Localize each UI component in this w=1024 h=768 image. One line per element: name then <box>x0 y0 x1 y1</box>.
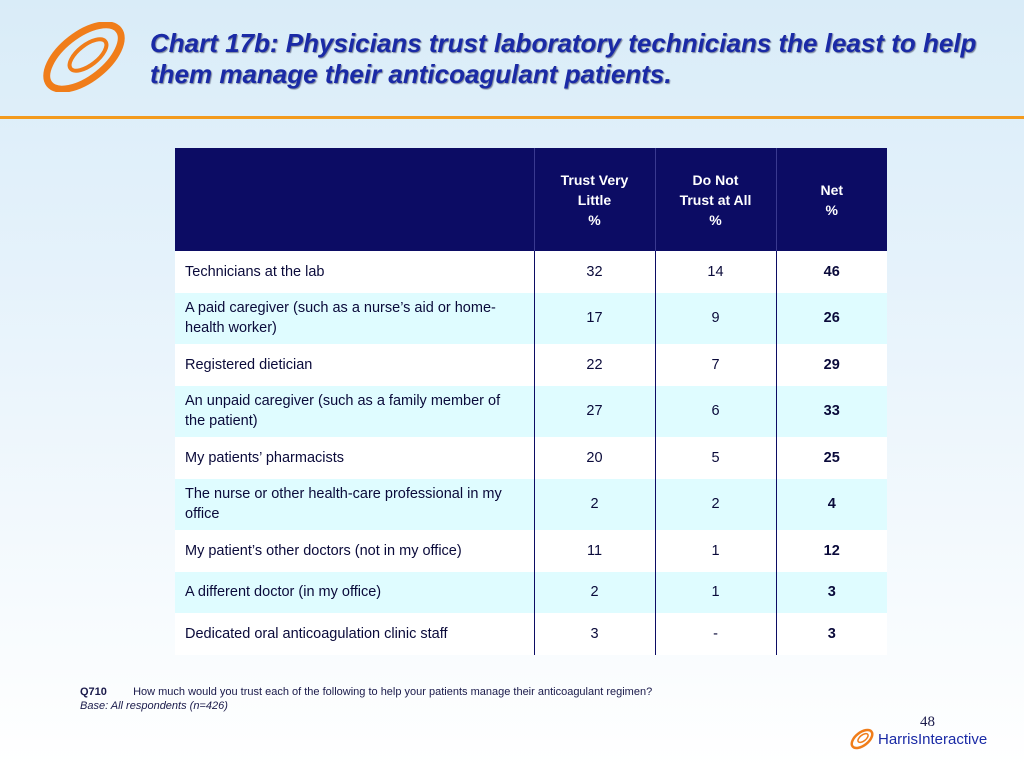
net-cell: 3 <box>775 571 887 613</box>
trust-very-little-cell: 17 <box>533 292 655 344</box>
do-not-trust-cell: - <box>654 613 776 655</box>
net-cell: 26 <box>775 292 887 344</box>
do-not-trust-cell: 1 <box>654 530 776 572</box>
table-row: Registered dietician 22 7 29 <box>175 344 887 386</box>
table-row: A paid caregiver (such as a nurse’s aid … <box>175 292 887 344</box>
table-row: A different doctor (in my office) 2 1 3 <box>175 571 887 613</box>
table-row: My patients’ pharmacists 20 5 25 <box>175 437 887 479</box>
table-row: The nurse or other health-care professio… <box>175 478 887 530</box>
page-title: Chart 17b: Physicians trust laboratory t… <box>150 28 977 89</box>
trust-very-little-cell: 11 <box>533 530 655 572</box>
title-divider <box>0 116 1024 119</box>
row-label: A paid caregiver (such as a nurse’s aid … <box>175 292 534 344</box>
question-id: Q710 <box>80 686 107 698</box>
table-row: My patient’s other doctors (not in my of… <box>175 530 887 572</box>
net-cell: 33 <box>775 385 887 437</box>
table-row: An unpaid caregiver (such as a family me… <box>175 385 887 437</box>
brand-logo: HarrisInteractive <box>848 728 987 750</box>
do-not-trust-cell: 5 <box>654 437 776 479</box>
net-cell: 46 <box>775 251 887 293</box>
do-not-trust-cell: 14 <box>654 251 776 293</box>
trust-table: Trust Very Little % Do Not Trust at All … <box>175 148 887 655</box>
do-not-trust-cell: 9 <box>654 292 776 344</box>
row-label: My patient’s other doctors (not in my of… <box>175 530 534 572</box>
base-note: Base: All respondents (n=426) <box>80 700 228 712</box>
trust-very-little-cell: 32 <box>533 251 655 293</box>
trust-very-little-cell: 2 <box>533 478 655 530</box>
row-label: Registered dietician <box>175 344 534 386</box>
header-blank <box>175 148 534 251</box>
row-label: My patients’ pharmacists <box>175 437 534 479</box>
trust-very-little-cell: 20 <box>533 437 655 479</box>
do-not-trust-cell: 6 <box>654 385 776 437</box>
table-row: Technicians at the lab 32 14 46 <box>175 251 887 293</box>
page-number: 48 <box>920 714 935 730</box>
trust-very-little-cell: 22 <box>533 344 655 386</box>
table-row: Dedicated oral anticoagulation clinic st… <box>175 613 887 655</box>
header-do-not-trust: Do Not Trust at All % <box>654 148 776 251</box>
net-cell: 25 <box>775 437 887 479</box>
brand-name: HarrisInteractive <box>878 730 988 748</box>
header-trust-very-little: Trust Very Little % <box>533 148 655 251</box>
trust-very-little-cell: 27 <box>533 385 655 437</box>
row-label: The nurse or other health-care professio… <box>175 478 534 530</box>
trust-very-little-cell: 2 <box>533 571 655 613</box>
do-not-trust-cell: 1 <box>654 571 776 613</box>
table-header-row: Trust Very Little % Do Not Trust at All … <box>175 148 887 251</box>
net-cell: 29 <box>775 344 887 386</box>
trust-very-little-cell: 3 <box>533 613 655 655</box>
row-label: Technicians at the lab <box>175 251 534 293</box>
do-not-trust-cell: 7 <box>654 344 776 386</box>
row-label: Dedicated oral anticoagulation clinic st… <box>175 613 534 655</box>
footnote: Q710 How much would you trust each of th… <box>80 686 652 712</box>
header-net: Net % <box>775 148 887 251</box>
harris-swirl-logo-icon <box>850 728 874 750</box>
row-label: A different doctor (in my office) <box>175 571 534 613</box>
question-text: How much would you trust each of the fol… <box>133 686 653 698</box>
row-label: An unpaid caregiver (such as a family me… <box>175 385 534 437</box>
net-cell: 4 <box>775 478 887 530</box>
harris-logo-icon <box>43 22 125 92</box>
net-cell: 3 <box>775 613 887 655</box>
do-not-trust-cell: 2 <box>654 478 776 530</box>
net-cell: 12 <box>775 530 887 572</box>
